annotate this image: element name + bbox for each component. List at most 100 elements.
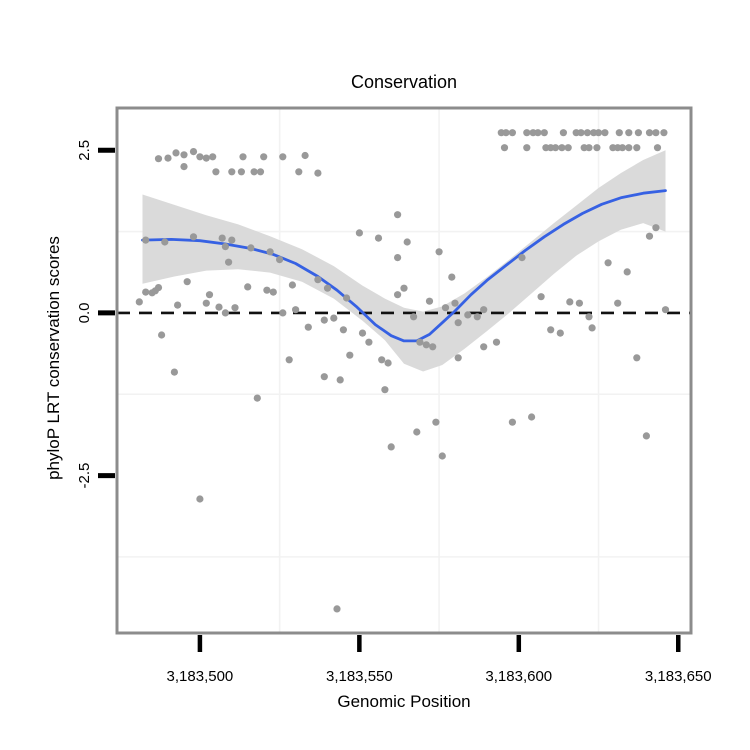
scatter-point — [239, 153, 247, 161]
scatter-point — [480, 306, 488, 314]
scatter-point — [625, 144, 633, 152]
scatter-point — [295, 168, 303, 176]
scatter-point — [164, 154, 172, 162]
scatter-point — [518, 254, 526, 262]
y-tick-label: 0.0 — [76, 302, 93, 323]
scatter-point — [189, 148, 198, 156]
scatter-point — [441, 304, 450, 312]
panel-border — [115, 106, 693, 635]
x-tick-label: 3,183,500 — [167, 668, 234, 685]
scatter-point — [645, 232, 654, 240]
scatter-point — [556, 329, 564, 337]
scatter-point — [500, 144, 509, 152]
scatter-point — [451, 299, 459, 307]
scatter-point — [559, 129, 568, 137]
scatter-point — [594, 129, 603, 137]
scatter-point — [237, 168, 245, 176]
scatter-point — [202, 299, 210, 307]
scatter-point — [454, 354, 462, 362]
scatter-point — [480, 343, 488, 351]
scatter-point — [365, 338, 373, 346]
scatter-point — [534, 129, 542, 137]
scatter-point — [292, 306, 300, 314]
scatter-point — [604, 259, 612, 267]
scatter-point — [564, 144, 572, 152]
scatter-point — [221, 243, 229, 251]
scatter-point — [172, 149, 180, 157]
scatter-point — [558, 144, 566, 152]
scatter-point — [336, 376, 344, 384]
scatter-point — [633, 144, 641, 152]
scatter-point — [228, 168, 236, 176]
scatter-point — [400, 284, 408, 292]
scatter-point — [250, 168, 258, 176]
scatter-point — [432, 418, 440, 426]
scatter-point — [320, 373, 328, 381]
scatter-point — [320, 316, 328, 324]
scatter-point — [170, 368, 178, 376]
scatter-point — [429, 343, 437, 351]
scatter-point — [221, 309, 229, 317]
scatter-point — [228, 236, 236, 244]
scatter-point — [585, 144, 593, 152]
axis-ticks: 3,183,500 3,183,550 3,183,600 3,183,650 2.5 0… — [76, 140, 712, 685]
scatter-point — [358, 329, 367, 337]
scatter-point — [633, 354, 641, 362]
scatter-point — [660, 129, 668, 137]
scatter-point — [205, 291, 214, 299]
scatter-point — [196, 495, 204, 503]
scatter-point — [394, 291, 402, 299]
scatter-point — [413, 428, 421, 436]
scatter-point — [142, 288, 150, 296]
scatter-point — [438, 452, 446, 460]
scatter-point — [448, 273, 456, 281]
scatter-point — [263, 286, 271, 294]
scatter-point — [339, 326, 347, 334]
scatter-point — [374, 234, 383, 242]
scatter-point — [212, 168, 220, 176]
scatter-point — [333, 605, 341, 613]
scatter-point — [634, 129, 643, 137]
scatter-point — [652, 129, 660, 137]
scatter-point — [528, 413, 536, 421]
scatter-point — [585, 313, 593, 321]
scatter-point — [244, 283, 252, 291]
scatter-point — [394, 211, 402, 219]
scatter-point — [403, 238, 411, 246]
scatter-point — [623, 268, 631, 276]
scatter-point — [492, 338, 501, 346]
scatter-point — [154, 155, 163, 163]
scatter-point — [653, 144, 662, 152]
scatter-point — [577, 129, 585, 137]
scatter-point — [154, 284, 163, 292]
scatter-point — [301, 151, 309, 160]
scatter-point — [381, 386, 389, 394]
scatter-point — [314, 276, 322, 284]
scatter-point — [231, 304, 239, 312]
scatter-point — [384, 359, 392, 367]
scatter-point — [502, 129, 510, 137]
scatter-point — [540, 129, 548, 137]
scatter-point — [218, 234, 226, 242]
x-tick-label: 3,183,550 — [326, 668, 393, 685]
chart-title: Conservation — [350, 72, 458, 92]
scatter-point — [355, 229, 363, 237]
scatter-point — [601, 129, 609, 137]
scatter-point — [547, 326, 555, 334]
x-tick-label: 3,183,600 — [485, 668, 552, 685]
scatter-point — [661, 306, 670, 314]
scatter-point — [583, 129, 592, 137]
scatter-point — [174, 301, 182, 309]
scatter-point — [523, 129, 531, 137]
scatter-point — [537, 293, 545, 301]
scatter-point — [279, 153, 287, 161]
smooth-line — [141, 189, 667, 343]
scatter-points — [135, 129, 670, 613]
scatter-point — [260, 153, 268, 161]
scatter-point — [256, 168, 265, 176]
scatter-point — [183, 278, 191, 286]
scatter-point — [615, 129, 623, 137]
scatter-point — [253, 394, 261, 402]
